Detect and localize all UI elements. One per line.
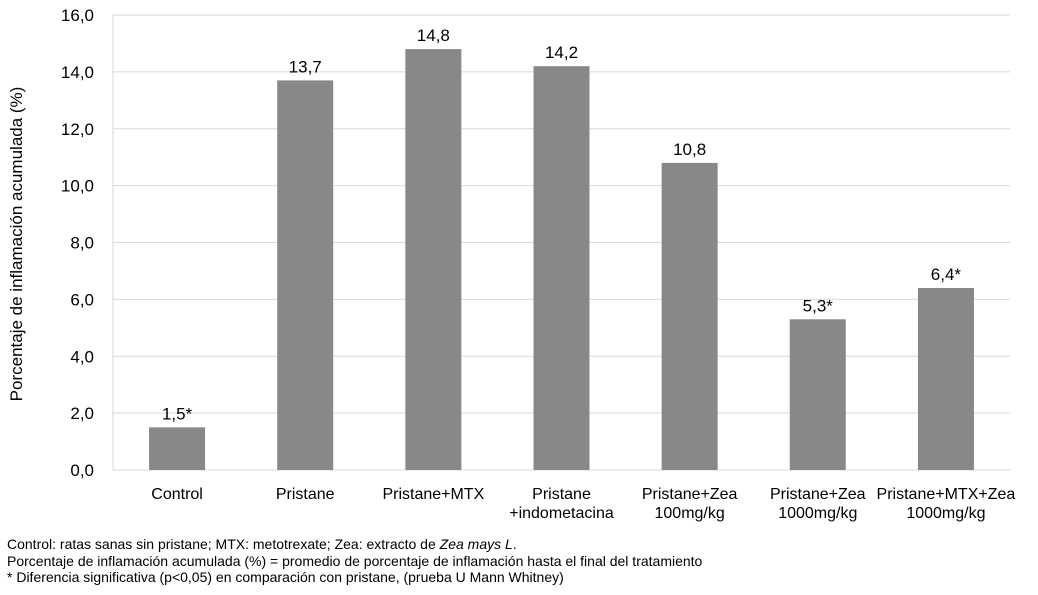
data-label: 13,7	[289, 57, 322, 76]
y-axis-label: Porcentaje de inflamación acumulada (%)	[7, 87, 26, 402]
x-tick-label: Pristane+MTX+Zea 1000mg/kg	[877, 486, 1016, 522]
bar-chart: 0,0 2,0 4,0 6,0 8,0 10,0 12,0 14,0 16,0 1,5* 13,7…	[7, 6, 1015, 522]
chart-notes: Control: ratas sanas sin pristane; MTX: …	[7, 536, 702, 586]
y-tick-label: 10,0	[61, 177, 94, 196]
note-line-1-italic: Zea mays L	[439, 536, 513, 552]
y-tick-label: 4,0	[70, 347, 94, 366]
note-line-1: Control: ratas sanas sin pristane; MTX: …	[7, 536, 702, 553]
note-line-1-suffix: .	[512, 536, 517, 552]
x-tick-label: Control	[151, 486, 203, 503]
data-label: 5,3*	[803, 296, 834, 315]
note-line-1-prefix: Control: ratas sanas sin pristane; MTX: …	[7, 536, 440, 552]
y-tick-label: 8,0	[70, 234, 94, 253]
x-tick-label: Pristane	[276, 486, 335, 503]
y-tick-label: 0,0	[70, 461, 94, 480]
x-tick-label: Pristane+Zea 1000mg/kg	[770, 486, 866, 522]
y-tick-label: 2,0	[70, 404, 94, 423]
bar	[405, 49, 462, 470]
y-tick-label: 12,0	[61, 120, 94, 139]
bar	[277, 80, 334, 470]
bar	[917, 288, 974, 470]
note-line-2: Porcentaje de inflamación acumulada (%) …	[7, 552, 703, 569]
x-tick-labels: Control Pristane Pristane+MTX Pristane +indo…	[151, 486, 1015, 522]
bar	[533, 66, 590, 470]
data-label: 6,4*	[931, 265, 962, 284]
data-label: 1,5*	[162, 404, 193, 423]
data-label: 10,8	[673, 140, 706, 159]
data-label: 14,8	[417, 26, 450, 45]
bar	[661, 162, 718, 470]
bars	[149, 49, 974, 470]
y-tick-label: 14,0	[61, 63, 94, 82]
data-labels: 1,5* 13,7 14,8 14,2 10,8 5,3* 6,4*	[162, 26, 961, 423]
x-tick-label: Pristane +indometacina	[509, 486, 614, 522]
y-tick-label: 6,0	[70, 290, 94, 309]
bar	[149, 427, 206, 470]
x-tick-label: Pristane+Zea 100mg/kg	[642, 486, 738, 522]
data-label: 14,2	[545, 43, 578, 62]
bar	[789, 319, 846, 470]
x-tick-label: Pristane+MTX	[382, 486, 484, 503]
y-tick-labels: 0,0 2,0 4,0 6,0 8,0 10,0 12,0 14,0 16,0	[61, 6, 94, 480]
note-line-3: * Diferencia significativa (p<0,05) en c…	[7, 569, 564, 585]
y-tick-label: 16,0	[61, 6, 94, 25]
